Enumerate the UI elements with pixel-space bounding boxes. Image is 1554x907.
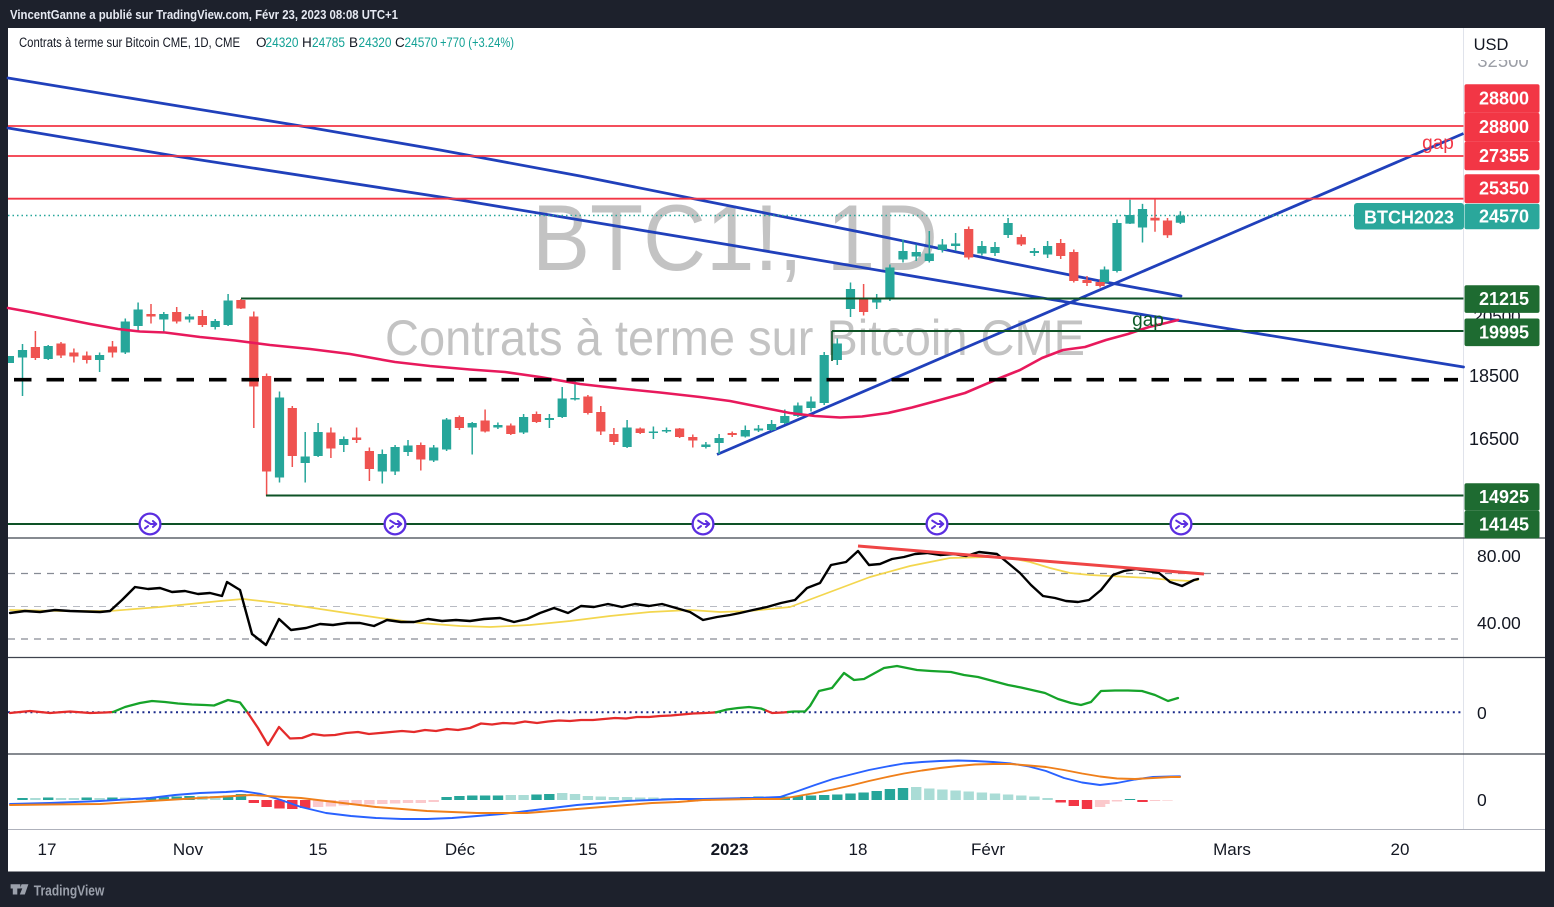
svg-text:24785: 24785: [312, 35, 345, 50]
svg-text:Mars: Mars: [1213, 840, 1251, 859]
svg-text:24570: 24570: [405, 35, 438, 50]
svg-text:Févr: Févr: [971, 840, 1005, 859]
svg-text:15: 15: [579, 840, 598, 859]
svg-text:18500: 18500: [1469, 366, 1519, 386]
svg-text:gap: gap: [1422, 133, 1454, 154]
svg-text:Contrats à terme sur Bitcoin C: Contrats à terme sur Bitcoin CME, 1D, CM…: [19, 35, 240, 50]
svg-text:28800: 28800: [1479, 117, 1529, 137]
svg-text:27355: 27355: [1479, 146, 1529, 166]
svg-text:40.00: 40.00: [1477, 613, 1521, 633]
svg-text:28800: 28800: [1479, 89, 1529, 109]
svg-text:19995: 19995: [1479, 322, 1529, 342]
svg-text:24320: 24320: [359, 35, 392, 50]
svg-text:Contrats à terme sur Bitcoin C: Contrats à terme sur Bitcoin CME: [385, 310, 1085, 366]
svg-text:20: 20: [1391, 840, 1410, 859]
svg-text:21215: 21215: [1479, 289, 1529, 309]
svg-text:VincentGanne a publié sur Trad: VincentGanne a publié sur TradingView.co…: [10, 7, 398, 22]
svg-text:TradingView: TradingView: [34, 883, 105, 900]
svg-text:18: 18: [849, 840, 868, 859]
svg-text:0: 0: [1477, 703, 1487, 723]
svg-text:25350: 25350: [1479, 179, 1529, 199]
svg-text:B: B: [349, 35, 358, 50]
svg-text:gap: gap: [1132, 310, 1164, 331]
svg-text:0: 0: [1477, 790, 1487, 810]
svg-text:BTCH2023: BTCH2023: [1364, 208, 1454, 228]
svg-text:17: 17: [38, 840, 57, 859]
svg-text:24320: 24320: [266, 35, 299, 50]
svg-text:14925: 14925: [1479, 487, 1529, 507]
svg-text:+770 (+3.24%): +770 (+3.24%): [440, 35, 514, 50]
svg-text:24570: 24570: [1479, 206, 1529, 226]
svg-text:16500: 16500: [1469, 429, 1519, 449]
svg-text:O: O: [256, 35, 267, 50]
svg-text:Nov: Nov: [173, 840, 204, 859]
svg-text:C: C: [395, 35, 405, 50]
svg-text:USD: USD: [1474, 36, 1509, 54]
svg-text:14145: 14145: [1479, 515, 1529, 535]
svg-text:2023: 2023: [711, 840, 749, 859]
svg-text:15: 15: [309, 840, 328, 859]
svg-text:BTC1!, 1D: BTC1!, 1D: [532, 185, 938, 290]
svg-text:Déc: Déc: [445, 840, 476, 859]
svg-text:80.00: 80.00: [1477, 546, 1521, 566]
svg-text:H: H: [302, 35, 312, 50]
